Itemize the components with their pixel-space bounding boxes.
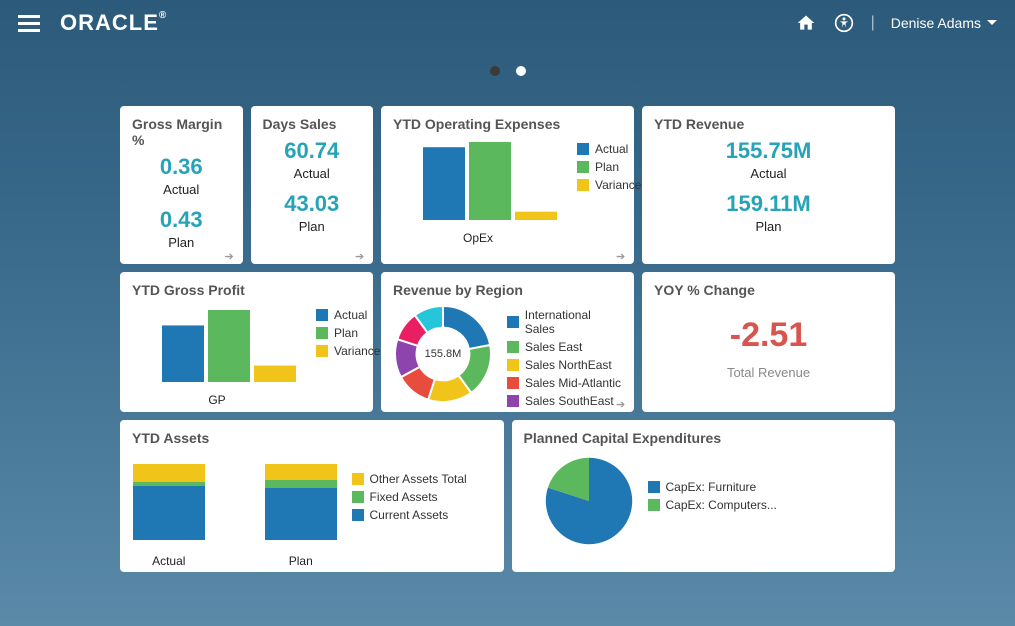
card-title: YTD Assets bbox=[132, 430, 492, 446]
topbar-right: | Denise Adams bbox=[795, 12, 997, 34]
card-title: Revenue by Region bbox=[393, 282, 622, 298]
assets-legend: Other Assets Total Fixed Assets Current As… bbox=[352, 472, 492, 522]
card-title: Days Sales bbox=[263, 116, 362, 132]
days-sales-actual-label: Actual bbox=[263, 166, 362, 181]
legend-item: International Sales bbox=[507, 308, 622, 336]
card-ytd-gp[interactable]: YTD Gross Profit GP ActualPlanVariance bbox=[120, 272, 373, 412]
drill-arrow-icon[interactable]: ➔ bbox=[616, 250, 628, 260]
legend-item: Actual bbox=[577, 142, 641, 156]
gp-caption: GP bbox=[132, 393, 302, 407]
opex-legend: Actual Plan Variance bbox=[577, 142, 641, 192]
legend-item: Variance bbox=[577, 178, 641, 192]
card-ytd-opex[interactable]: YTD Operating Expenses OpEx ActualPlanVa… bbox=[381, 106, 634, 264]
brand-logo: ORACLE® bbox=[60, 10, 167, 36]
card-gross-margin[interactable]: Gross Margin % 0.36 Actual 0.43 Plan ➔ bbox=[120, 106, 243, 264]
legend-item: Sales East bbox=[507, 340, 622, 354]
legend-item: Other Assets Total bbox=[352, 472, 492, 486]
ytd-rev-plan-label: Plan bbox=[654, 219, 883, 234]
legend-item: Plan bbox=[316, 326, 380, 340]
user-menu[interactable]: Denise Adams bbox=[891, 15, 997, 31]
topbar: ORACLE® | Denise Adams bbox=[0, 0, 1015, 46]
legend-item: Variance bbox=[316, 344, 380, 358]
days-sales-actual-value: 60.74 bbox=[263, 138, 362, 164]
ytd-rev-actual-value: 155.75M bbox=[654, 138, 883, 164]
days-sales-plan-label: Plan bbox=[263, 219, 362, 234]
gross-margin-plan-value: 0.43 bbox=[132, 207, 231, 233]
card-title: YOY % Change bbox=[654, 282, 883, 298]
opex-chart: OpEx bbox=[393, 138, 563, 245]
legend-item: Actual bbox=[316, 308, 380, 322]
chevron-down-icon bbox=[987, 18, 997, 28]
gp-legend: Actual Plan Variance bbox=[316, 308, 380, 358]
donut-center-label: 155.8M bbox=[425, 348, 462, 360]
dashboard: Gross Margin % 0.36 Actual 0.43 Plan ➔ D… bbox=[0, 106, 1015, 572]
legend-item: CapEx: Computers... bbox=[648, 498, 884, 512]
accessibility-icon[interactable] bbox=[833, 12, 855, 34]
drill-arrow-icon[interactable]: ➔ bbox=[616, 398, 628, 408]
assets-chart: ActualPlan bbox=[132, 452, 338, 568]
card-ytd-revenue[interactable]: YTD Revenue 155.75M Actual 159.11M Plan bbox=[642, 106, 895, 264]
divider: | bbox=[871, 14, 875, 32]
region-legend: International Sales Sales East Sales North… bbox=[507, 308, 622, 408]
carousel-dot-1[interactable] bbox=[516, 66, 526, 76]
card-days-sales[interactable]: Days Sales 60.74 Actual 43.03 Plan ➔ bbox=[251, 106, 374, 264]
legend-item: Fixed Assets bbox=[352, 490, 492, 504]
ytd-rev-plan-value: 159.11M bbox=[654, 191, 883, 217]
region-donut: 155.8M bbox=[393, 304, 493, 404]
legend-item: Sales SouthEast bbox=[507, 394, 622, 408]
legend-item: CapEx: Furniture bbox=[648, 480, 884, 494]
user-name: Denise Adams bbox=[891, 15, 981, 31]
card-ytd-assets[interactable]: YTD Assets ActualPlan Other Assets Total… bbox=[120, 420, 504, 572]
yoy-label: Total Revenue bbox=[654, 365, 883, 380]
card-capex[interactable]: Planned Capital Expenditures CapEx: Furn… bbox=[512, 420, 896, 572]
card-title: YTD Operating Expenses bbox=[393, 116, 622, 132]
legend-item: Plan bbox=[577, 160, 641, 174]
card-title: Planned Capital Expenditures bbox=[524, 430, 884, 446]
card-title: YTD Gross Profit bbox=[132, 282, 361, 298]
legend-item: Sales Mid-Atlantic bbox=[507, 376, 622, 390]
card-rev-region[interactable]: Revenue by Region 155.8M International S… bbox=[381, 272, 634, 412]
days-sales-plan-value: 43.03 bbox=[263, 191, 362, 217]
brand-text: ORACLE bbox=[60, 10, 159, 35]
home-icon[interactable] bbox=[795, 12, 817, 34]
gross-margin-actual-value: 0.36 bbox=[132, 154, 231, 180]
yoy-value: -2.51 bbox=[654, 316, 883, 355]
gross-margin-plan-label: Plan bbox=[132, 235, 231, 250]
card-yoy[interactable]: YOY % Change -2.51 Total Revenue bbox=[642, 272, 895, 412]
topbar-left: ORACLE® bbox=[18, 10, 167, 36]
drill-arrow-icon[interactable]: ➔ bbox=[355, 250, 367, 260]
legend-item: Current Assets bbox=[352, 508, 492, 522]
gross-margin-actual-label: Actual bbox=[132, 182, 231, 197]
carousel-dots bbox=[0, 66, 1015, 76]
card-title: YTD Revenue bbox=[654, 116, 883, 132]
drill-arrow-icon[interactable]: ➔ bbox=[225, 250, 237, 260]
capex-legend: CapEx: Furniture CapEx: Computers... bbox=[648, 480, 884, 512]
card-title: Gross Margin % bbox=[132, 116, 231, 148]
opex-caption: OpEx bbox=[393, 231, 563, 245]
legend-item: Sales NorthEast bbox=[507, 358, 622, 372]
menu-icon[interactable] bbox=[18, 11, 40, 36]
carousel-dot-0[interactable] bbox=[490, 66, 500, 76]
ytd-rev-actual-label: Actual bbox=[654, 166, 883, 181]
capex-pie bbox=[544, 456, 634, 551]
gp-chart: GP bbox=[132, 304, 302, 407]
